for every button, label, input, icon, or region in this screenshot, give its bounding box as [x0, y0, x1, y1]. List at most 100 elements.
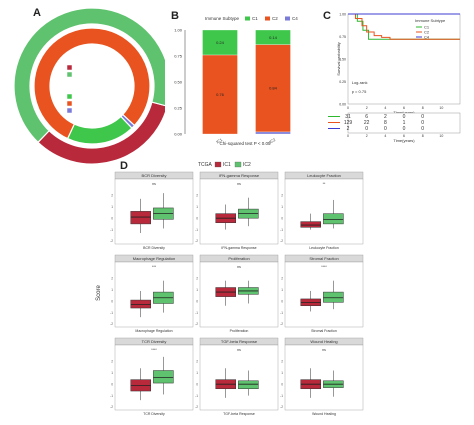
subplot-wound-healing: Wound Healing -2 -1 0 1 2 ns Wound Healing: [280, 337, 364, 416]
significance-label: ns: [152, 182, 156, 186]
y-tick-label: 1: [281, 288, 283, 292]
risk-x-axis-label: Time(years): [393, 138, 415, 143]
legend-label-c1: C1: [252, 16, 258, 21]
panel-label-c: C: [323, 10, 331, 22]
x-tick-label: 2: [366, 106, 368, 110]
y-tick-label: 0.25: [339, 80, 346, 84]
panel-label-a: A: [33, 7, 41, 19]
x-tick-label: 0: [347, 106, 349, 110]
subplot-title: TCR Diversity: [142, 339, 167, 344]
y-tick-label: 1: [196, 371, 198, 375]
risk-cell: 0: [365, 126, 368, 132]
y-tick-label: 2: [281, 360, 283, 364]
y-tick-label: 1.00: [339, 13, 346, 17]
subplot-area: [284, 178, 364, 245]
significance-label: **: [323, 182, 326, 186]
legend-title: Immune Subtype: [415, 18, 446, 23]
box-ic2: [323, 291, 344, 303]
y-tick-label: 0.50: [174, 80, 183, 85]
subtype-legend-swatch-c4: [66, 107, 73, 114]
bar-ic1-c1: [202, 29, 238, 56]
subplot-title: IFN-gamma Response: [219, 173, 260, 178]
y-tick-label: 1: [111, 205, 113, 209]
risk-x-tick-label: 10: [439, 134, 443, 138]
y-tick-label: 1: [281, 371, 283, 375]
legend-swatch-c1: [245, 16, 250, 21]
y-tick-label: 0: [111, 216, 113, 220]
subtype-legend-swatch-c2: [66, 100, 73, 107]
legend-swatch-c4: [285, 16, 290, 21]
y-tick-label: 2: [281, 194, 283, 198]
y-tick-label: 0.75: [174, 54, 183, 59]
panel-label-d: D: [120, 160, 128, 172]
bar-ic1-c2: [202, 54, 238, 135]
risk-x-tick-label: 8: [422, 134, 424, 138]
y-tick-label: -2: [195, 405, 198, 409]
data-label: 0.24: [216, 40, 225, 45]
cluster-legend-title: Cluster: [66, 57, 82, 63]
subplot-title: Wound Healing: [310, 339, 337, 344]
risk-cell: 0: [403, 114, 406, 120]
data-label: 0.76: [216, 92, 225, 97]
y-tick-label: 2: [196, 277, 198, 281]
y-tick-label: 2: [281, 277, 283, 281]
y-tick-label: 0: [196, 382, 198, 386]
box-ic1: [130, 211, 151, 225]
legend-swatch-ic1: [214, 161, 222, 168]
risk-cell: 2: [384, 114, 387, 120]
y-tick-label: -1: [195, 311, 198, 315]
risk-x-tick-label: 4: [384, 134, 386, 138]
y-tick-label: 1.00: [174, 28, 183, 33]
box-ic2: [238, 380, 259, 390]
significance-label: ****: [151, 348, 157, 352]
significance-label: ***: [152, 265, 157, 269]
y-axis-label: Score: [96, 285, 102, 301]
subtype-ring-slice-c4: [120, 113, 136, 129]
y-tick-label: 0.75: [339, 35, 346, 39]
y-tick-label: 1: [111, 288, 113, 292]
subplot-x-label: BCR Diversity: [143, 246, 165, 250]
y-tick-label: -2: [110, 322, 113, 326]
y-tick-label: -2: [280, 322, 283, 326]
subplot-x-label: Proliferation: [230, 329, 249, 333]
y-tick-label: 0: [111, 382, 113, 386]
risk-cell: 129: [344, 120, 353, 126]
y-tick-label: 1: [196, 288, 198, 292]
subplot-area: [284, 344, 364, 411]
y-tick-label: -1: [280, 394, 283, 398]
legend-swatch-c2: [265, 16, 270, 21]
x-tick-label: 4: [384, 106, 386, 110]
y-tick-label: 0.25: [174, 106, 183, 111]
risk-cell: 0: [403, 126, 406, 132]
risk-cell: 6: [365, 114, 368, 120]
panel-label-b: B: [171, 10, 179, 22]
risk-cell: 1: [403, 120, 406, 126]
km-curve-c1: [348, 13, 460, 40]
subtype-legend-title: Immune Subtype: [66, 87, 104, 93]
subplot-tcr-diversity: TCR Diversity -2 -1 0 1 2 **** TCR Diversity: [110, 337, 194, 416]
y-tick-label: -1: [110, 394, 113, 398]
y-tick-label: 2: [111, 360, 113, 364]
box-ic2: [323, 213, 344, 225]
x-axis-label: Time(years): [393, 110, 415, 115]
risk-cell: 31: [345, 114, 351, 120]
y-tick-label: -1: [110, 228, 113, 232]
risk-cell: 0: [421, 126, 424, 132]
y-tick-label: -2: [280, 405, 283, 409]
subtype-legend-label-c4: C4: [75, 109, 82, 115]
y-tick-label: 0.50: [339, 58, 346, 62]
risk-x-tick-label: 2: [366, 134, 368, 138]
subplot-x-label: Wound Healing: [312, 412, 336, 416]
subtype-legend-label-c2: C2: [75, 102, 82, 108]
subplot-stromal-fraction: Stromal Fraction -2 -1 0 1 2 **** Stromal Fract…: [280, 254, 364, 333]
subplot-x-label: Macrophage Regulation: [135, 329, 172, 333]
subplot-bcr-diversity: BCR Diversity -2 -1 0 1 2 ns BCR Diversity: [110, 171, 194, 250]
x-tick-label: 8: [422, 106, 424, 110]
subplot-tgf-beta-response: TGF-beta Response -2 -1 0 1 2 ns TGF-beta Respo…: [195, 337, 279, 416]
y-tick-label: 0: [281, 382, 283, 386]
risk-table-frame: [347, 112, 461, 134]
y-tick-label: 2: [111, 277, 113, 281]
y-tick-label: 1: [196, 205, 198, 209]
stacked-bar-chart-panel: 0.00 0.25 0.50 0.75 1.00 Immune Subtype C1 C2 C4…: [174, 16, 305, 146]
